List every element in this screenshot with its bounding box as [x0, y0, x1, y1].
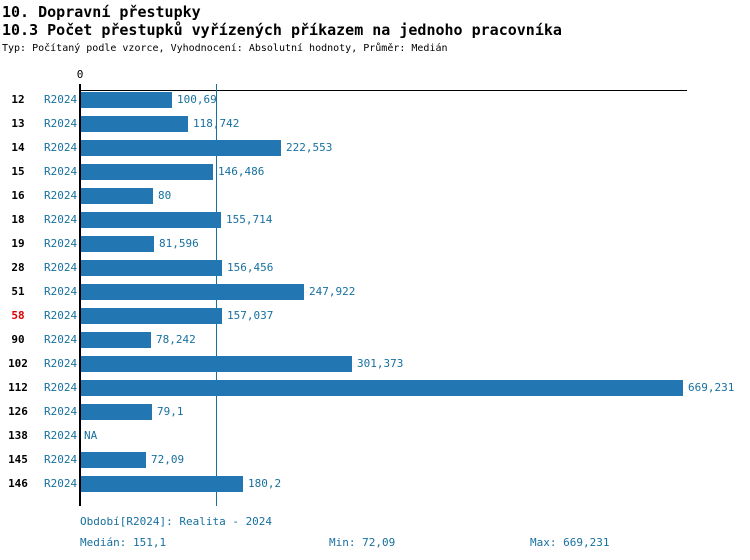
- category-label: 19: [11, 237, 25, 250]
- category-label: 12: [11, 93, 25, 106]
- value-label: 78,242: [156, 333, 196, 346]
- value-label: 79,1: [157, 405, 184, 418]
- series-label: R2024: [44, 381, 78, 394]
- series-label: R2024: [44, 477, 78, 490]
- bar: [81, 476, 243, 492]
- period-label: Období[R2024]: Realita - 2024: [80, 515, 273, 528]
- page-title: 10. Dopravní přestupky: [2, 3, 201, 21]
- series-label: R2024: [44, 141, 78, 154]
- value-label: 247,922: [309, 285, 356, 298]
- value-label: 301,373: [357, 357, 404, 370]
- series-label: R2024: [44, 237, 78, 250]
- category-label: 146: [8, 477, 28, 490]
- max-stat-label: Max: 669,231: [530, 536, 610, 549]
- category-label: 51: [11, 285, 25, 298]
- min-stat-label: Min: 72,09: [329, 536, 396, 549]
- bar: [81, 188, 153, 204]
- value-label: 180,2: [248, 477, 282, 490]
- y-axis-line: [79, 84, 81, 506]
- bar: [81, 236, 154, 252]
- series-label: R2024: [44, 453, 78, 466]
- bar: [81, 452, 146, 468]
- category-label: 138: [8, 429, 28, 442]
- bar: [81, 212, 221, 228]
- category-label: 15: [11, 165, 25, 178]
- bar: [81, 260, 222, 276]
- series-label: R2024: [44, 405, 78, 418]
- bar: [81, 332, 151, 348]
- category-label: 16: [11, 189, 25, 202]
- value-label: 156,456: [227, 261, 274, 274]
- bar: [81, 404, 152, 420]
- category-label: 102: [8, 357, 28, 370]
- category-label: 13: [11, 117, 25, 130]
- bar: [81, 284, 304, 300]
- x-axis-zero-label: 0: [76, 68, 84, 81]
- series-label: R2024: [44, 357, 78, 370]
- series-label: R2024: [44, 309, 78, 322]
- category-label: 126: [8, 405, 28, 418]
- chart-subtitle: 10.3 Počet přestupků vyřízených příkazem…: [2, 21, 562, 39]
- category-label: 18: [11, 213, 25, 226]
- value-label: 146,486: [218, 165, 265, 178]
- series-label: R2024: [44, 93, 78, 106]
- bar: [81, 164, 213, 180]
- category-label: 90: [11, 333, 25, 346]
- series-label: R2024: [44, 429, 78, 442]
- series-label: R2024: [44, 261, 78, 274]
- value-label: 222,553: [286, 141, 333, 154]
- value-label: 669,231: [688, 381, 735, 394]
- series-label: R2024: [44, 333, 78, 346]
- series-label: R2024: [44, 213, 78, 226]
- median-stat-label: Medián: 151,1: [80, 536, 167, 549]
- value-label: NA: [84, 429, 98, 442]
- value-label: 157,037: [227, 309, 274, 322]
- category-label: 14: [11, 141, 25, 154]
- category-label: 145: [8, 453, 28, 466]
- value-label: 155,714: [226, 213, 273, 226]
- bar: [81, 140, 281, 156]
- bar: [81, 356, 352, 372]
- bar: [81, 92, 172, 108]
- bar: [81, 116, 188, 132]
- bar: [81, 308, 222, 324]
- value-label: 81,596: [159, 237, 199, 250]
- series-label: R2024: [44, 189, 78, 202]
- value-label: 100,69: [177, 93, 217, 106]
- series-label: R2024: [44, 165, 78, 178]
- category-label: 58: [11, 309, 25, 322]
- x-axis-line: [80, 90, 687, 91]
- series-label: R2024: [44, 117, 78, 130]
- chart-meta-line: Typ: Počítaný podle vzorce, Vyhodnocení:…: [2, 43, 448, 54]
- bar: [81, 380, 683, 396]
- value-label: 72,09: [151, 453, 185, 466]
- category-label: 112: [8, 381, 28, 394]
- value-label: 80: [158, 189, 172, 202]
- series-label: R2024: [44, 285, 78, 298]
- category-label: 28: [11, 261, 25, 274]
